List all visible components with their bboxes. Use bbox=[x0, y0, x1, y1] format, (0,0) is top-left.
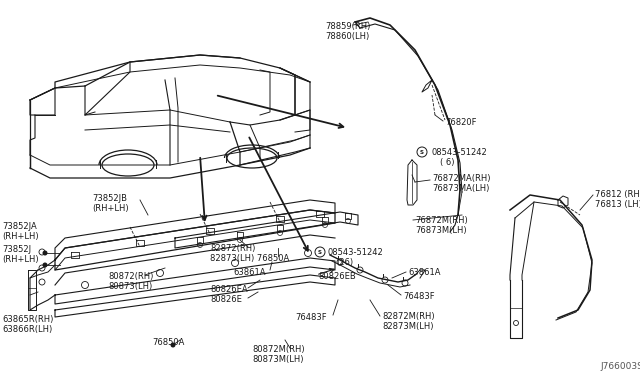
Text: 80872(RH): 80872(RH) bbox=[108, 272, 154, 281]
Text: 76850A: 76850A bbox=[152, 338, 184, 347]
Text: 08543-51242: 08543-51242 bbox=[328, 248, 384, 257]
Text: (RH+LH): (RH+LH) bbox=[92, 204, 129, 213]
Text: 76872MA(RH): 76872MA(RH) bbox=[432, 174, 490, 183]
Text: J766003S: J766003S bbox=[600, 362, 640, 371]
Text: 76483F: 76483F bbox=[403, 292, 435, 301]
Text: 82872M(RH): 82872M(RH) bbox=[382, 312, 435, 321]
Text: S: S bbox=[420, 150, 424, 154]
Text: 80826EA: 80826EA bbox=[210, 285, 248, 294]
Text: 78859(RH): 78859(RH) bbox=[325, 22, 371, 31]
Text: 08543-51242: 08543-51242 bbox=[432, 148, 488, 157]
Text: 80826E: 80826E bbox=[210, 295, 242, 304]
Text: 63865R(RH): 63865R(RH) bbox=[2, 315, 53, 324]
Circle shape bbox=[42, 250, 47, 256]
Text: 73852J: 73852J bbox=[2, 245, 31, 254]
Text: 63866R(LH): 63866R(LH) bbox=[2, 325, 52, 334]
Text: 76872M(RH): 76872M(RH) bbox=[415, 216, 468, 225]
Text: 76483F: 76483F bbox=[295, 313, 326, 322]
Text: S: S bbox=[318, 250, 322, 254]
Text: 82873(LH) 76850A: 82873(LH) 76850A bbox=[210, 254, 289, 263]
Circle shape bbox=[170, 343, 175, 347]
Text: ( 6): ( 6) bbox=[440, 158, 454, 167]
Text: 76873MA(LH): 76873MA(LH) bbox=[432, 184, 490, 193]
Text: 76813 (LH): 76813 (LH) bbox=[595, 200, 640, 209]
Text: (RH+LH): (RH+LH) bbox=[2, 255, 38, 264]
Text: 63861A: 63861A bbox=[408, 268, 440, 277]
Text: 80826EB: 80826EB bbox=[318, 272, 356, 281]
Text: (26): (26) bbox=[336, 258, 353, 267]
Text: 80873(LH): 80873(LH) bbox=[108, 282, 152, 291]
Text: 73852JA: 73852JA bbox=[2, 222, 36, 231]
Text: 78860(LH): 78860(LH) bbox=[325, 32, 369, 41]
Text: 76820F: 76820F bbox=[445, 118, 477, 127]
Text: 73852JB: 73852JB bbox=[92, 194, 127, 203]
Text: 63861A: 63861A bbox=[233, 268, 266, 277]
Text: 82872(RH): 82872(RH) bbox=[210, 244, 255, 253]
Text: 80872M(RH): 80872M(RH) bbox=[252, 345, 305, 354]
Text: 76873M(LH): 76873M(LH) bbox=[415, 226, 467, 235]
Text: 82873M(LH): 82873M(LH) bbox=[382, 322, 433, 331]
Circle shape bbox=[42, 263, 47, 267]
Text: 80873M(LH): 80873M(LH) bbox=[252, 355, 303, 364]
Text: (RH+LH): (RH+LH) bbox=[2, 232, 38, 241]
Text: 76812 (RH): 76812 (RH) bbox=[595, 190, 640, 199]
